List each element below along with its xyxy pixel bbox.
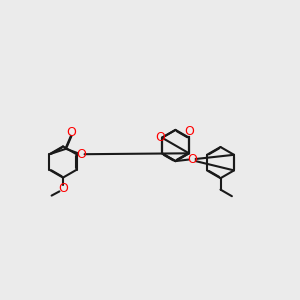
- Text: O: O: [76, 148, 86, 161]
- Text: O: O: [184, 125, 194, 138]
- Text: O: O: [67, 126, 76, 139]
- Text: O: O: [156, 131, 165, 144]
- Text: O: O: [58, 182, 68, 196]
- Text: O: O: [187, 153, 197, 166]
